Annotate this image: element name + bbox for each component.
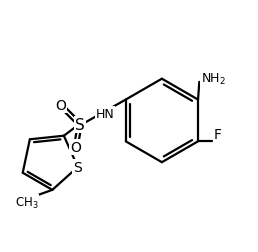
- Text: NH$_2$: NH$_2$: [200, 71, 225, 86]
- Text: F: F: [214, 128, 222, 142]
- Text: S: S: [73, 160, 82, 174]
- Text: HN: HN: [96, 107, 114, 120]
- Text: O: O: [70, 140, 81, 154]
- Text: CH$_3$: CH$_3$: [15, 195, 38, 210]
- Text: O: O: [55, 99, 66, 113]
- Text: S: S: [75, 117, 85, 132]
